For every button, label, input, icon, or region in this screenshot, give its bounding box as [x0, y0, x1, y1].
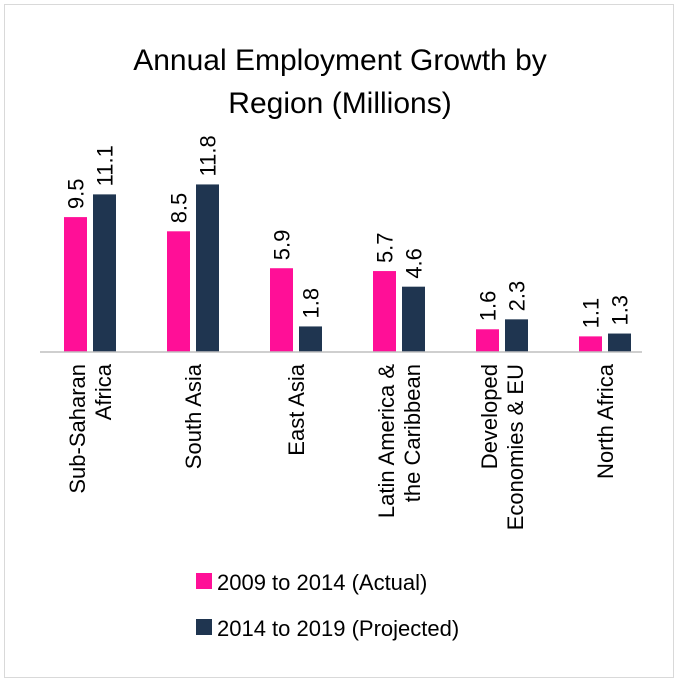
category-label-3-line-1: the Caribbean — [400, 364, 425, 502]
bar-projected-4 — [505, 319, 528, 352]
category-label-4-line-0: Developed — [477, 364, 502, 469]
chart-title-line-1: Annual Employment Growth by — [133, 44, 547, 77]
bar-actual-3 — [373, 271, 396, 352]
value-label-projected-0: 11.1 — [93, 145, 118, 186]
category-label-5-line-0: North Africa — [593, 363, 618, 479]
legend-label-projected: 2014 to 2019 (Projected) — [217, 616, 459, 641]
value-label-actual-1: 8.5 — [167, 193, 192, 224]
category-label-2-line-0: East Asia — [284, 363, 309, 455]
category-label-4-line-1: Economies & EU — [503, 364, 528, 530]
value-label-actual-5: 1.1 — [579, 298, 604, 329]
bar-actual-1 — [167, 231, 190, 352]
value-label-actual-3: 5.7 — [373, 232, 398, 263]
bar-projected-3 — [402, 286, 425, 352]
category-label-0-line-0: Sub-Saharan — [65, 364, 90, 494]
bar-actual-0 — [64, 217, 87, 352]
value-label-projected-5: 1.3 — [608, 295, 633, 326]
category-label-0-line-1: Africa — [91, 363, 116, 420]
category-label-3-line-0: Latin America & — [374, 364, 399, 518]
value-label-projected-3: 4.6 — [402, 248, 427, 279]
value-label-actual-2: 5.9 — [270, 230, 295, 261]
value-label-actual-4: 1.6 — [476, 291, 501, 322]
bar-projected-0 — [93, 194, 116, 352]
bars-group — [64, 184, 631, 352]
value-label-projected-1: 11.8 — [196, 135, 221, 176]
bar-actual-5 — [579, 336, 602, 352]
value-label-actual-0: 9.5 — [64, 179, 89, 210]
bar-actual-4 — [476, 329, 499, 352]
category-label-1-line-0: South Asia — [181, 363, 206, 469]
category-labels-group: Sub-Saharan Africa South Asia East Asia Lati… — [65, 363, 618, 530]
value-label-projected-2: 1.8 — [299, 288, 324, 319]
chart-title-line-2: Region (Millions) — [228, 87, 451, 120]
bar-projected-5 — [608, 333, 631, 352]
bar-projected-1 — [196, 184, 219, 352]
bar-actual-2 — [270, 268, 293, 352]
value-label-projected-4: 2.3 — [505, 281, 530, 312]
value-labels-group: 9.511.1 8.511.8 5.9 1.8 5.74.6 1.6 2.3 1.1 1.3 — [64, 135, 633, 328]
legend-label-actual: 2009 to 2014 (Actual) — [217, 570, 427, 595]
legend-swatch-projected — [196, 619, 212, 635]
legend: 2009 to 2014 (Actual) 2014 to 2019 (Proje… — [196, 570, 459, 641]
legend-swatch-actual — [196, 573, 212, 589]
bar-projected-2 — [299, 326, 322, 352]
